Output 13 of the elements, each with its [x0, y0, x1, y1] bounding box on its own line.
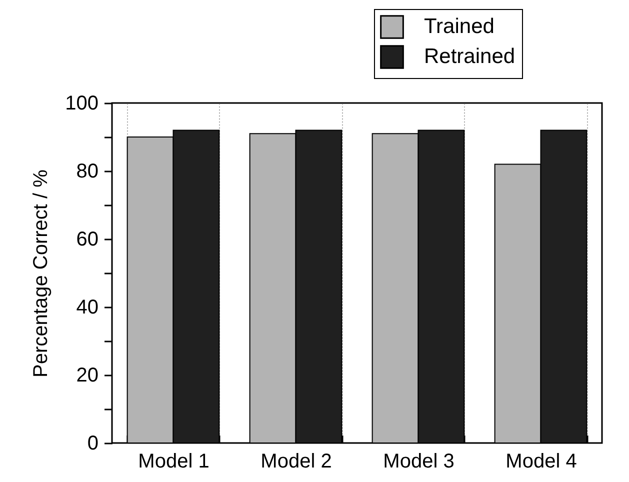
y-tick-label: 60 — [76, 228, 98, 250]
x-tick-label: Model 3 — [383, 450, 454, 472]
y-tick-label: 100 — [65, 92, 98, 114]
legend-label: Trained — [424, 15, 494, 38]
x-tick-label: Model 1 — [138, 450, 210, 472]
x-tick-label: Model 4 — [506, 450, 577, 472]
y-tick-label: 0 — [87, 432, 98, 454]
y-axis-title: Percentage Correct / % — [30, 169, 52, 378]
y-tick-label: 20 — [76, 364, 98, 386]
y-tick-label: 80 — [76, 160, 98, 182]
y-tick-label: 40 — [76, 296, 98, 318]
x-tick-label: Model 2 — [260, 450, 332, 472]
legend-label: Retrained — [424, 45, 516, 68]
